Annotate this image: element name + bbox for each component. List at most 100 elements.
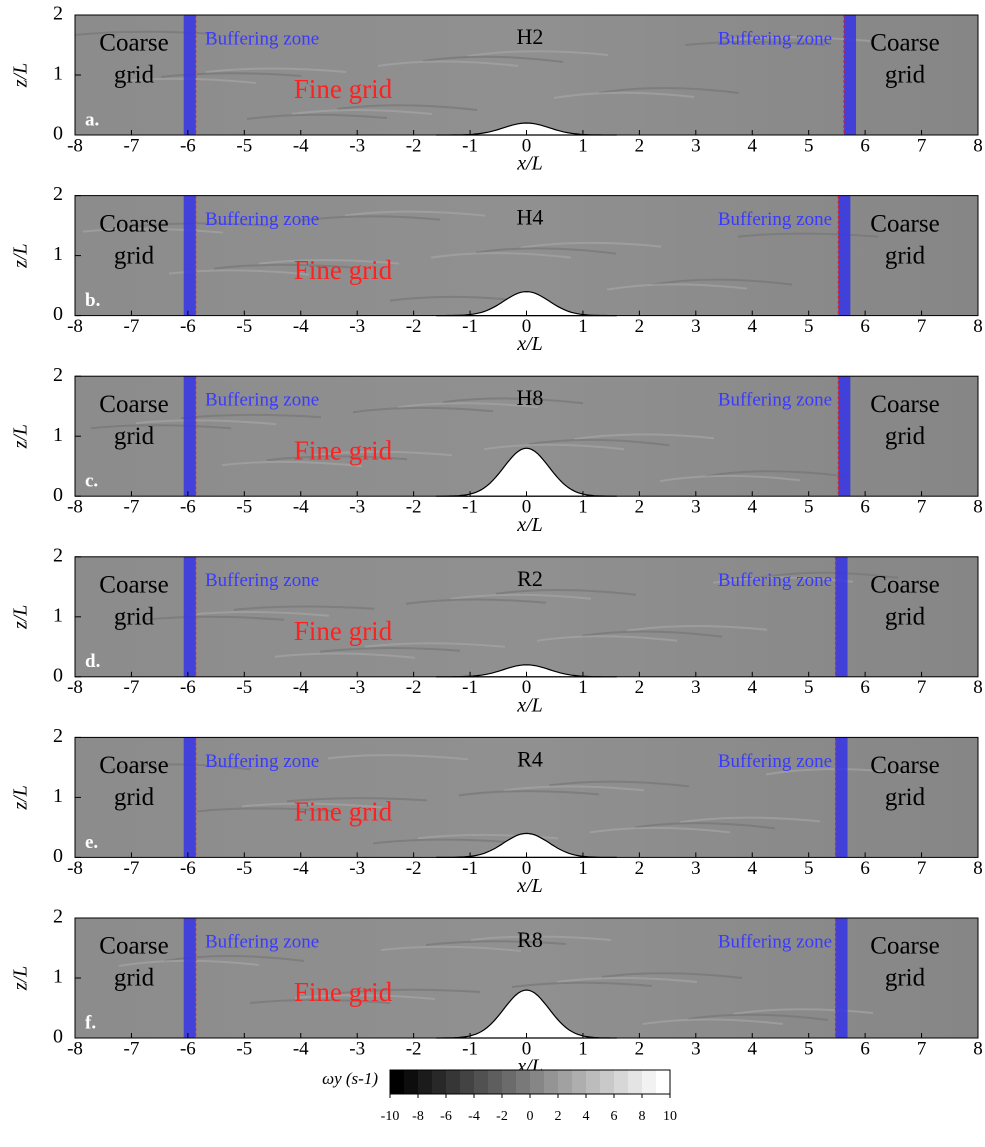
case-label: R8 [517, 927, 543, 952]
x-tick-label: -5 [236, 858, 252, 879]
panel-label: b. [85, 290, 100, 311]
x-tick-label: 5 [804, 1038, 814, 1059]
buffer-label: Buffering zone [205, 28, 319, 49]
x-tick-label: 4 [748, 1038, 758, 1059]
x-tick-label: 8 [973, 497, 983, 518]
x-tick-label: 6 [860, 497, 870, 518]
texture [74, 30, 216, 36]
texture [233, 605, 375, 611]
x-tick-label: 8 [973, 1038, 983, 1059]
colorbar-cell [544, 1070, 559, 1094]
texture [110, 763, 252, 771]
coarse-grid-label: Coarse [99, 933, 168, 960]
texture [274, 652, 416, 659]
y-axis-label: z/L [10, 966, 32, 991]
x-tick-label: -8 [67, 677, 83, 698]
texture [442, 397, 584, 405]
x-tick-label: -7 [124, 316, 140, 337]
texture [556, 977, 698, 983]
x-tick-label: 3 [691, 135, 701, 156]
x-tick-label: -4 [293, 1038, 309, 1059]
x-tick-label: 0 [522, 497, 532, 518]
texture [246, 113, 388, 120]
y-tick-label: 1 [53, 966, 63, 988]
buffer-zone [183, 15, 196, 135]
x-tick-label: -2 [406, 858, 422, 879]
x-axis-label: x/L [516, 333, 543, 355]
buffer-zone [183, 376, 196, 497]
y-axis-label: z/L [10, 605, 32, 630]
texture [258, 259, 400, 265]
x-tick-label: -7 [124, 135, 140, 156]
x-tick-label: -8 [67, 135, 83, 156]
x-tick-label: -3 [349, 497, 365, 518]
x-tick-label: 7 [917, 677, 927, 698]
colorbar-cell [614, 1070, 629, 1094]
x-tick-label: 1 [578, 1038, 588, 1059]
texture [757, 571, 899, 579]
panel-label: f. [85, 1012, 96, 1033]
colorbar-cell [530, 1070, 545, 1094]
y-tick-label: 0 [53, 1026, 63, 1048]
colorbar-tick-label: 2 [555, 1109, 562, 1124]
buffer-label: Buffering zone [205, 570, 319, 591]
texture [327, 754, 469, 761]
x-tick-label: -6 [180, 677, 196, 698]
texture [483, 443, 625, 451]
colorbar-cell [642, 1070, 657, 1094]
x-tick-label: -1 [462, 677, 478, 698]
texture [581, 630, 723, 638]
coarse-grid-label: Coarse [870, 30, 939, 57]
x-tick-label: 4 [748, 677, 758, 698]
x-tick-label: -7 [124, 858, 140, 879]
x-tick-label: 0 [522, 677, 532, 698]
texture [115, 77, 257, 84]
y-tick-label: 1 [53, 63, 63, 85]
x-tick-label: 4 [748, 316, 758, 337]
x-tick-label: 3 [691, 858, 701, 879]
x-tick-label: -1 [462, 858, 478, 879]
colorbar-tick-label: 4 [583, 1109, 590, 1124]
texture [90, 424, 232, 430]
x-tick-label: 7 [917, 1038, 927, 1059]
x-tick-label: -3 [349, 135, 365, 156]
x-tick-label: 8 [973, 677, 983, 698]
x-tick-label: 3 [691, 316, 701, 337]
x-tick-label: -5 [236, 1038, 252, 1059]
buffer-zone [183, 195, 196, 316]
buffer-zone [183, 918, 196, 1038]
x-tick-label: -7 [124, 1038, 140, 1059]
x-tick-label: -7 [124, 677, 140, 698]
y-axis-label: z/L [10, 243, 32, 268]
colorbar-cell [502, 1070, 517, 1094]
coarse-grid-label: Coarse [870, 933, 939, 960]
buffer-label: Buffering zone [205, 931, 319, 952]
x-tick-label: -1 [462, 316, 478, 337]
x-axis-label: x/L [516, 514, 543, 536]
texture [319, 647, 461, 653]
buffer-label: Buffering zone [205, 390, 319, 411]
coarse-grid-label: Coarse [870, 210, 939, 237]
fine-grid-label: Fine grid [294, 977, 393, 1007]
buffer-zone [844, 15, 857, 135]
colorbar-cell [656, 1070, 671, 1094]
buffer-zone [835, 556, 848, 677]
y-tick-label: 0 [53, 303, 63, 325]
buffer-zone [183, 556, 196, 677]
x-tick-label: 1 [578, 135, 588, 156]
buffer-label: Buffering zone [718, 209, 832, 230]
buffer-label: Buffering zone [205, 751, 319, 772]
x-tick-label: -2 [406, 497, 422, 518]
coarse-grid-label: Coarse [99, 391, 168, 418]
y-tick-label: 2 [53, 364, 63, 386]
texture [606, 283, 748, 291]
texture [573, 433, 715, 441]
coarse-grid-label: grid [885, 423, 926, 450]
x-tick-label: 5 [804, 497, 814, 518]
buffer-label: Buffering zone [205, 209, 319, 230]
coarse-grid-label: Coarse [99, 752, 168, 779]
x-tick-label: 4 [748, 135, 758, 156]
texture [241, 802, 383, 809]
y-axis-label: z/L [10, 785, 32, 810]
